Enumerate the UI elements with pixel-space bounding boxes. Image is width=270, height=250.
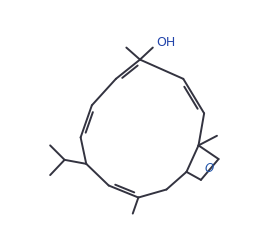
Text: O: O — [204, 162, 214, 175]
Text: OH: OH — [156, 36, 175, 49]
